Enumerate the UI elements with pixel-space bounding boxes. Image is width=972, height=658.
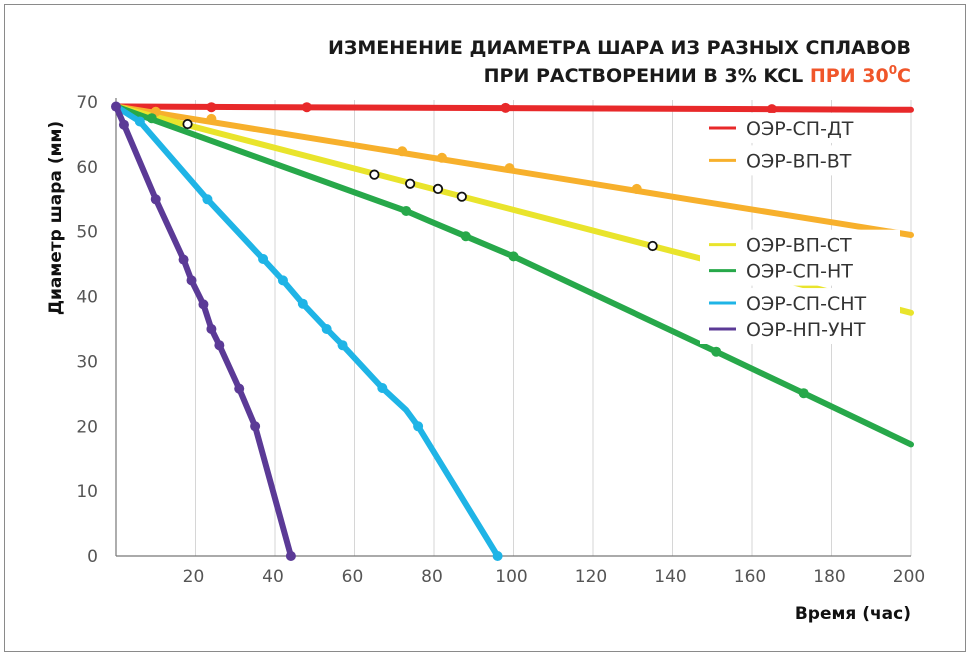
x-tick-label: 20 — [183, 567, 205, 587]
data-point — [401, 205, 412, 216]
series-markers — [111, 101, 809, 561]
x-tick-label: 180 — [813, 567, 845, 587]
data-point — [186, 275, 197, 286]
x-tick-label: 140 — [654, 567, 686, 587]
data-point — [301, 102, 312, 113]
data-point — [258, 253, 269, 264]
data-point — [111, 101, 121, 112]
data-point — [214, 340, 225, 351]
legend: ОЭР-СП-ДТ ОЭР-ВП-ВТ ОЭР-ВП-СТ ОЭР-СП-НТ ОЭР-… — [700, 112, 900, 344]
legend-label: ОЭР-СП-ДТ — [746, 118, 854, 140]
data-point — [206, 324, 217, 334]
series-line-0 — [113, 103, 914, 113]
x-tick-label: 200 — [893, 567, 925, 587]
data-point-open — [369, 169, 380, 180]
data-point — [234, 383, 245, 394]
legend-label: ОЭР-ВП-ВТ — [746, 150, 852, 172]
data-point — [508, 251, 519, 262]
y-tick-label: 40 — [76, 288, 98, 308]
x-tick-label: 100 — [495, 567, 527, 587]
y-axis-label: Диаметр шара (мм) — [46, 121, 66, 315]
data-point — [206, 113, 217, 124]
y-tick-label: 60 — [76, 158, 98, 178]
data-point — [711, 346, 722, 357]
data-point — [134, 116, 145, 127]
data-point — [118, 119, 129, 130]
series-line-1 — [113, 103, 914, 238]
y-tick-label: 30 — [76, 352, 98, 372]
x-tick-label: 40 — [262, 567, 284, 587]
data-point — [297, 298, 308, 309]
data-point — [436, 152, 447, 163]
y-tick-label: 0 — [87, 547, 98, 567]
axes: 20 40 60 80 100 120 140 160 180 200 0 10 20 30 40 50 60 7… — [76, 93, 925, 587]
data-point-open — [647, 240, 658, 252]
data-point — [321, 324, 332, 334]
legend-label: ОЭР-СП-СНТ — [746, 293, 866, 315]
legend-label: ОЭР-НП-УНТ — [746, 319, 866, 341]
data-point — [798, 388, 809, 399]
data-point — [337, 340, 348, 351]
data-point — [460, 231, 471, 242]
data-point — [150, 194, 161, 205]
data-point-open — [405, 178, 416, 189]
x-axis-label: Время (час) — [795, 604, 911, 624]
y-tick-label: 20 — [76, 417, 98, 437]
data-point-open — [432, 183, 444, 195]
data-point — [285, 551, 296, 561]
x-tick-label: 160 — [734, 567, 766, 587]
title-line-2-sup: 0 — [889, 63, 897, 77]
data-point — [198, 299, 209, 310]
y-tick-label: 70 — [76, 93, 98, 113]
title-line-2-accent: ПРИ 30 — [810, 65, 889, 87]
series-line-4 — [113, 103, 501, 559]
legend-label: ОЭР-СП-НТ — [746, 261, 853, 283]
data-point — [202, 194, 213, 205]
data-point-open — [182, 118, 193, 130]
legend-label: ОЭР-ВП-СТ — [746, 235, 852, 257]
data-point — [631, 183, 642, 194]
y-tick-label: 10 — [76, 482, 98, 502]
data-point — [178, 254, 189, 265]
title-line-2-main: ПРИ РАСТВОРЕНИИ В 3% KCL — [484, 65, 810, 87]
data-point — [277, 275, 288, 286]
data-point — [413, 421, 424, 432]
title-line-2-end: С — [897, 65, 911, 87]
chart-title: ИЗМЕНЕНИЕ ДИАМЕТРА ШАРА ИЗ РАЗНЫХ СПЛАВО… — [328, 37, 911, 87]
data-point — [504, 163, 515, 174]
data-point — [377, 383, 388, 394]
data-point — [206, 102, 217, 113]
y-tick-label: 50 — [76, 223, 98, 243]
data-point — [500, 102, 511, 113]
title-line-1: ИЗМЕНЕНИЕ ДИАМЕТРА ШАРА ИЗ РАЗНЫХ СПЛАВО… — [328, 37, 911, 59]
data-point — [250, 421, 261, 432]
data-point-open — [456, 191, 467, 202]
data-point — [397, 146, 408, 157]
title-line-2: ПРИ РАСТВОРЕНИИ В 3% KCL ПРИ 300С — [484, 63, 911, 87]
series-line-5 — [113, 103, 294, 559]
x-tick-label: 120 — [575, 567, 607, 587]
x-tick-label: 80 — [421, 567, 443, 587]
data-point — [146, 113, 157, 124]
x-tick-label: 60 — [342, 567, 364, 587]
data-point — [766, 104, 777, 115]
data-point — [492, 551, 503, 561]
